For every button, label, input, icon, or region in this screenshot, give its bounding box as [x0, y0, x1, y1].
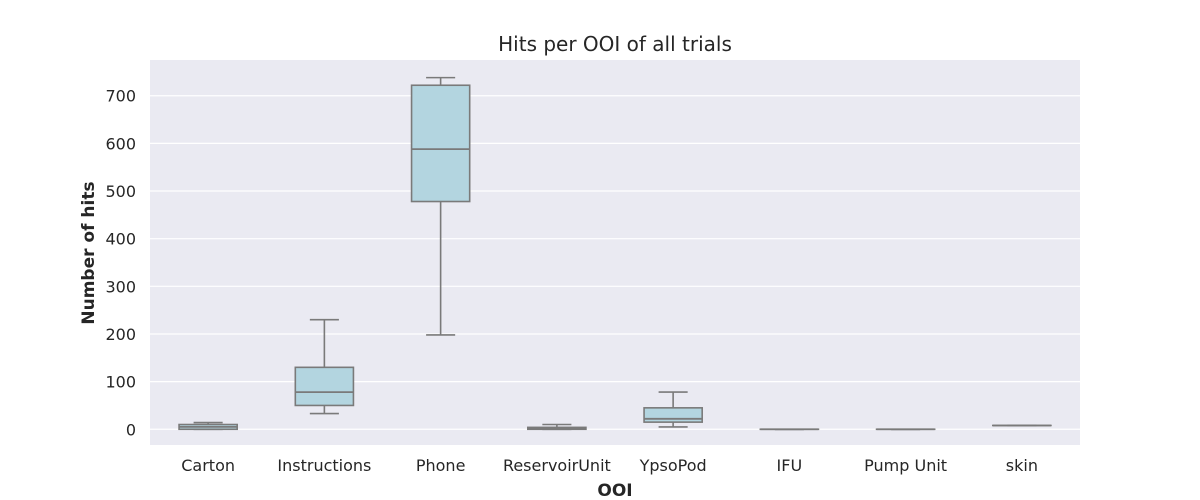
x-tick-label: skin: [1006, 456, 1038, 475]
y-tick-label: 200: [105, 325, 136, 344]
iqr-box: [294, 366, 355, 407]
iqr-box: [410, 84, 471, 203]
y-tick-label: 700: [105, 87, 136, 106]
x-tick-label: YpsoPod: [639, 456, 707, 475]
y-tick-label: 500: [105, 182, 136, 201]
chart-title: Hits per OOI of all trials: [498, 32, 732, 56]
box-plot-item: [410, 76, 471, 336]
y-tick-label: 0: [126, 420, 136, 439]
y-tick-label: 600: [105, 134, 136, 153]
x-axis-label: OOI: [597, 481, 632, 500]
x-tick-label: ReservoirUnit: [503, 456, 611, 475]
box-plot-item: [294, 318, 355, 415]
y-axis-label: Number of hits: [79, 181, 99, 324]
box-plot-item: [178, 421, 238, 431]
x-tick-labels: Carton Instructions Phone ReservoirUnit Ypso…: [181, 456, 1038, 475]
x-tick-label: Pump Unit: [864, 456, 947, 475]
iqr-box: [643, 407, 703, 423]
x-tick-label: Carton: [181, 456, 235, 475]
plot-area: [150, 60, 1080, 445]
y-tick-labels: 0 100 200 300 400 500 600 700: [105, 87, 136, 440]
box-plot-item: [527, 423, 587, 431]
box-plot-item: [643, 391, 703, 428]
x-tick-label: Instructions: [277, 456, 371, 475]
y-tick-label: 300: [105, 277, 136, 296]
box-series: [178, 76, 1052, 431]
x-tick-label: Phone: [416, 456, 466, 475]
y-tick-label: 400: [105, 230, 136, 249]
y-tick-label: 100: [105, 373, 136, 392]
x-tick-label: IFU: [777, 456, 803, 475]
